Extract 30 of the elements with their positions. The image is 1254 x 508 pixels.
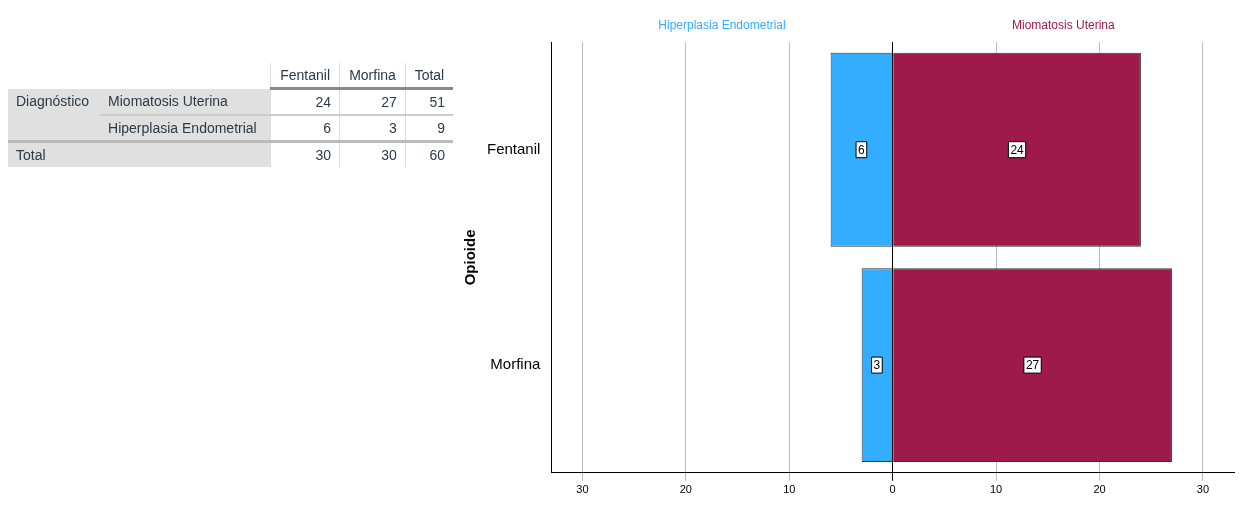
data-label: 24 bbox=[1010, 143, 1025, 158]
x-tick-label: 20 bbox=[1093, 483, 1106, 496]
text: 60 bbox=[429, 147, 445, 163]
x-tick-label: 10 bbox=[989, 483, 1003, 496]
category-label: Fentanil bbox=[270, 63, 340, 89]
category-label: Morfina bbox=[339, 63, 406, 89]
text: 9 bbox=[437, 120, 445, 136]
category-label: Total bbox=[16, 147, 46, 163]
data-label: 27 bbox=[1025, 358, 1040, 373]
category-label: Total bbox=[405, 63, 453, 89]
text: Hiperplasia Endometrial bbox=[658, 18, 786, 33]
text: 30 bbox=[315, 147, 332, 163]
text: 51 bbox=[429, 94, 445, 110]
text: 6 bbox=[323, 120, 332, 136]
category-label: Hiperplasia Endometrial bbox=[108, 120, 257, 136]
x-tick-label: 30 bbox=[1196, 483, 1210, 496]
data-label: 3 bbox=[873, 358, 881, 373]
series-label: Miomatosis Uterina bbox=[1011, 18, 1116, 33]
y-axis-title: Opioide bbox=[461, 229, 479, 286]
text: 24 bbox=[315, 94, 332, 110]
text: 30 bbox=[381, 147, 397, 163]
x-tick-label: 20 bbox=[679, 483, 692, 496]
text: 27 bbox=[381, 94, 397, 110]
x-tick-label: 30 bbox=[576, 483, 589, 496]
text: Diagnóstico bbox=[8, 88, 101, 142]
category-label: Miomatosis Uterina bbox=[108, 93, 228, 110]
text: 3 bbox=[389, 120, 397, 136]
data-label: 6 bbox=[858, 143, 866, 158]
x-tick-label: 0 bbox=[889, 483, 896, 496]
x-tick-label: 10 bbox=[783, 483, 796, 496]
